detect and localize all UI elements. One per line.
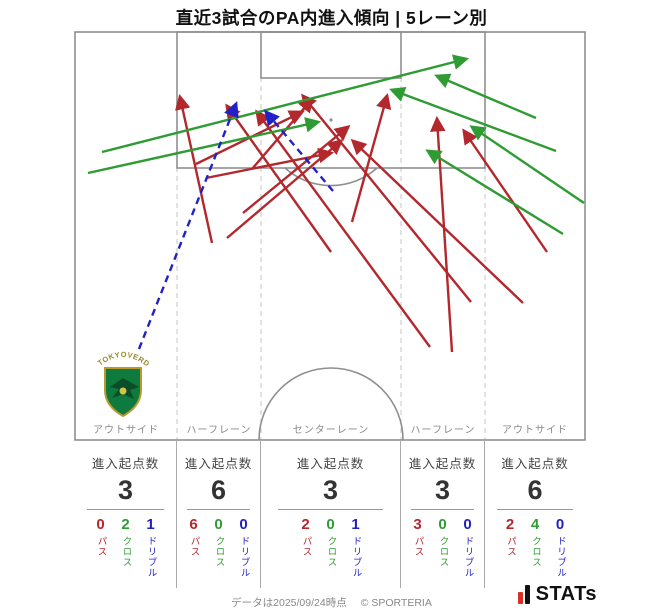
dribble-label: ドリブル xyxy=(555,535,566,578)
pass-label: パス xyxy=(505,535,516,557)
entries-title: 進入起点数 xyxy=(408,457,477,471)
entries-title: 進入起点数 xyxy=(296,457,365,471)
lane-total: 3 xyxy=(434,475,451,505)
footer-note: データは2025/09/24時点 © SPORTERIA xyxy=(0,595,663,610)
page-title: 直近3試合のPA内進入傾向 | 5レーン別 xyxy=(175,8,488,28)
cross-label: クロス xyxy=(120,535,132,568)
dribble-label: ドリブル xyxy=(238,535,250,578)
cross-count: 0 xyxy=(326,516,335,534)
entries-title: 進入起点数 xyxy=(184,457,253,471)
data-date-note: データは2025/09/24時点 xyxy=(231,597,347,609)
cross-arrow xyxy=(101,54,470,154)
dribble-label: ドリブル xyxy=(145,535,157,578)
column-divider xyxy=(186,509,251,511)
lane-column-5: 進入起点数 6 2 パス 4 クロス 0 ドリブル xyxy=(485,440,585,588)
lane-label: アウトサイド xyxy=(502,424,568,436)
cross-label: クロス xyxy=(437,535,449,568)
pass-label: パス xyxy=(300,535,312,557)
cross-arrow xyxy=(425,149,564,236)
dribble-count: 0 xyxy=(463,516,472,534)
cross-arrow xyxy=(87,117,322,175)
pitch-chart: アウトサイド ハーフレーン センターレーン ハーフレーン アウトサイド xyxy=(74,31,586,441)
lane-total: 3 xyxy=(322,475,339,505)
lane-total: 6 xyxy=(210,475,227,505)
pass-arrow xyxy=(225,103,332,253)
team-logo: TOKYOVERDY xyxy=(92,342,152,418)
entries-title: 進入起点数 xyxy=(91,457,160,471)
dribble-arrow xyxy=(263,109,334,192)
lane-total: 6 xyxy=(527,475,543,505)
cross-label: クロス xyxy=(530,535,541,568)
dribble-count: 1 xyxy=(351,516,360,534)
dribble-count: 0 xyxy=(555,516,565,534)
cross-label: クロス xyxy=(213,535,225,568)
entries-title: 進入起点数 xyxy=(501,457,569,471)
dribble-count: 1 xyxy=(146,516,155,534)
pass-arrow xyxy=(251,96,315,170)
pass-arrow xyxy=(350,138,524,304)
column-divider xyxy=(87,509,164,511)
column-divider xyxy=(277,509,384,511)
entry-arrows-layer xyxy=(87,54,585,353)
svg-text:TOKYOVERDY: TOKYOVERDY xyxy=(92,342,152,369)
cross-count: 2 xyxy=(121,516,130,534)
dribble-count: 0 xyxy=(239,516,248,534)
cross-count: 0 xyxy=(214,516,223,534)
pass-arrow xyxy=(242,125,351,214)
pass-label: パス xyxy=(95,535,107,557)
dribble-arrow xyxy=(137,101,239,350)
pass-arrow xyxy=(255,109,431,348)
bar-chart-icon xyxy=(524,585,530,604)
cross-count: 0 xyxy=(438,516,447,534)
pass-count: 6 xyxy=(189,516,198,534)
crest-center-dot xyxy=(119,387,127,395)
cross-count: 4 xyxy=(530,516,540,534)
lane-label: センターレーン xyxy=(293,424,370,436)
pass-arrow xyxy=(430,115,454,353)
pass-arrow xyxy=(175,93,214,244)
brand-name: STATs xyxy=(535,583,597,605)
pass-count: 2 xyxy=(301,516,310,534)
penalty-spot xyxy=(329,118,333,122)
dribble-label: ドリブル xyxy=(350,535,362,578)
dribble-label: ドリブル xyxy=(462,535,474,578)
pass-label: パス xyxy=(412,535,424,557)
copyright: © SPORTERIA xyxy=(360,597,432,609)
pass-count: 2 xyxy=(505,516,515,534)
pass-count: 0 xyxy=(96,516,105,534)
cross-label: クロス xyxy=(325,535,337,568)
lane-label: ハーフレーン xyxy=(411,425,476,436)
pass-arrow xyxy=(301,93,472,303)
cross-arrow xyxy=(469,125,585,204)
center-circle xyxy=(258,367,404,441)
cross-arrow xyxy=(389,87,557,153)
pass-count: 3 xyxy=(413,516,422,534)
bar-chart-icon xyxy=(517,592,523,604)
goal-area xyxy=(260,31,402,79)
stats-logo: STATs xyxy=(511,583,597,605)
column-divider xyxy=(410,509,475,511)
pass-arrow xyxy=(462,128,548,253)
lane-column-3: 進入起点数 3 2 パス 0 クロス 1 ドリブル xyxy=(261,440,401,588)
pass-label: パス xyxy=(188,535,200,557)
lane-label: ハーフレーン xyxy=(187,425,252,436)
lane-column-4: 進入起点数 3 3 パス 0 クロス 0 ドリブル xyxy=(401,440,485,588)
lane-total: 3 xyxy=(117,475,134,505)
pass-arrow xyxy=(350,92,392,223)
column-divider xyxy=(497,509,573,511)
lane-column-1: 進入起点数 3 0 パス 2 クロス 1 ドリブル xyxy=(75,440,177,588)
cross-arrow xyxy=(434,73,537,120)
lane-label: アウトサイド xyxy=(93,424,159,436)
lane-column-2: 進入起点数 6 6 パス 0 クロス 0 ドリブル xyxy=(177,440,261,588)
team-logo-text: TOKYOVERDY xyxy=(92,342,151,369)
